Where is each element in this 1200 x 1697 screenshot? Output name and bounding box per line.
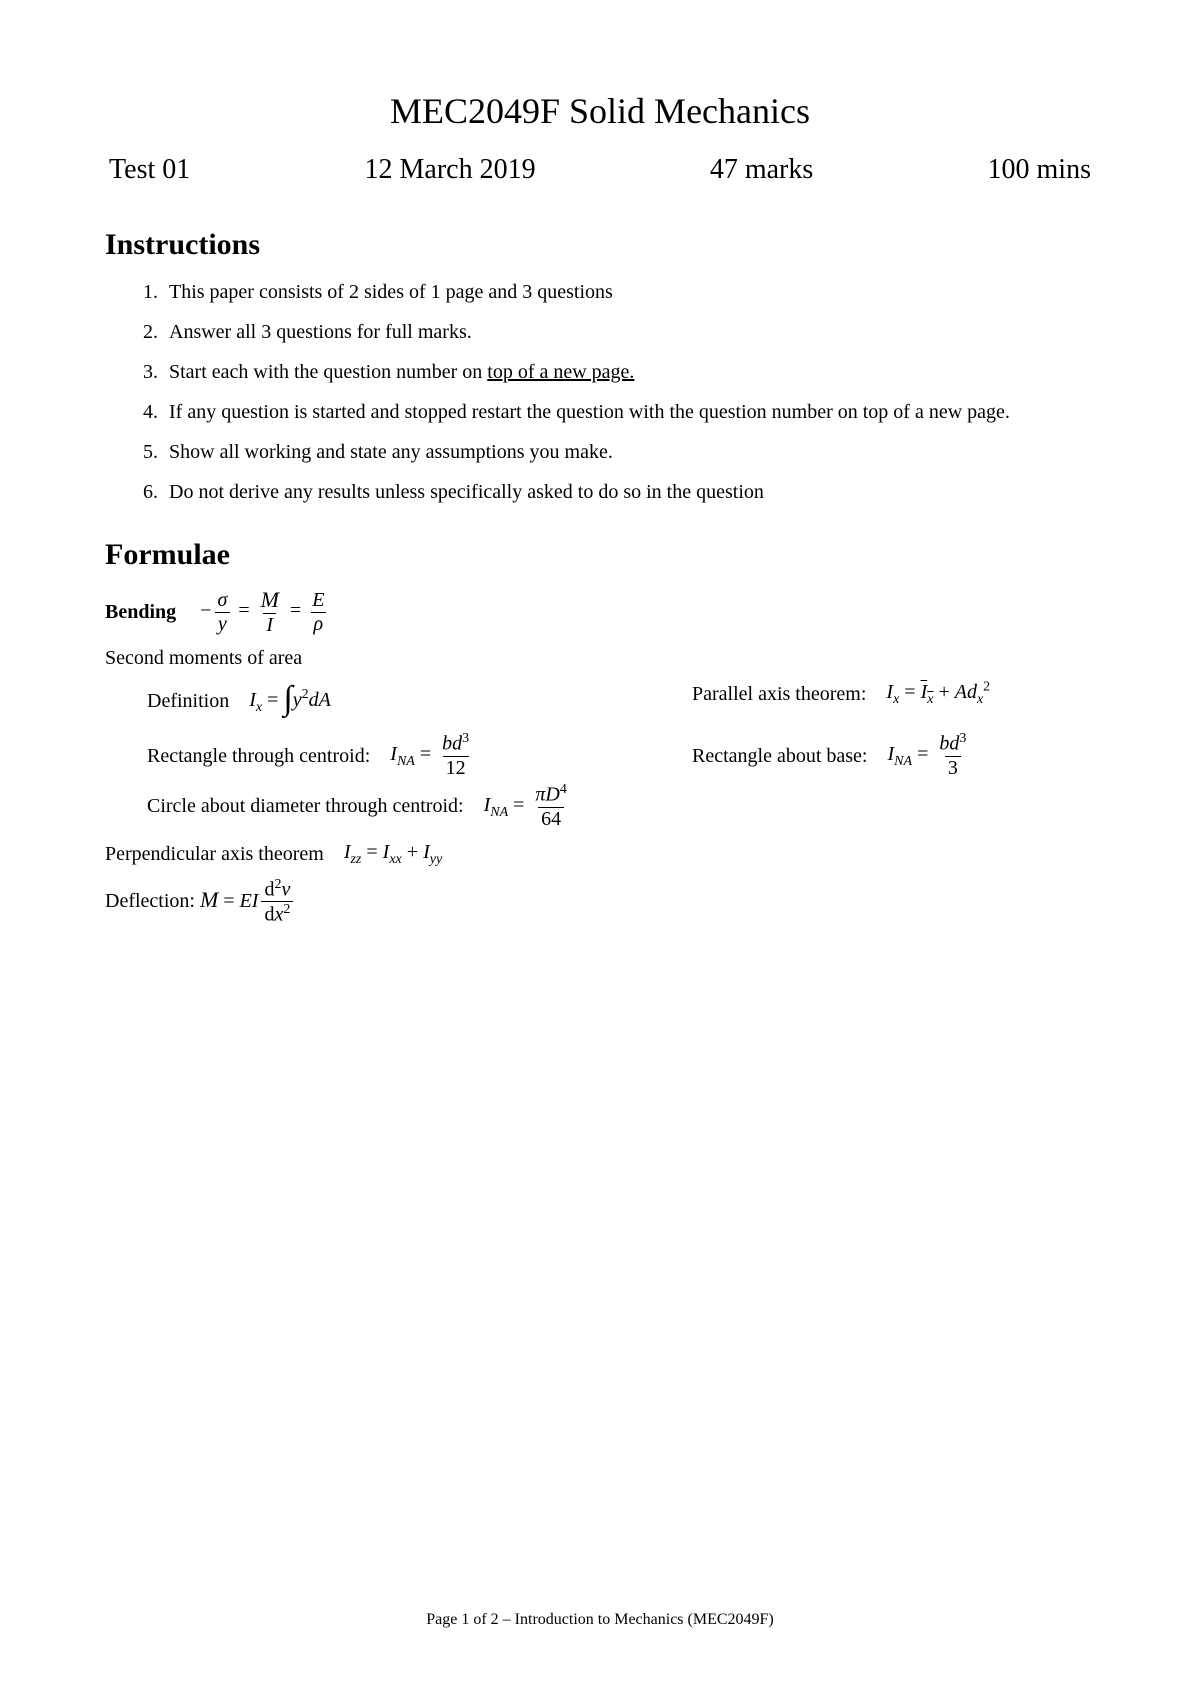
header-row: Test 01 12 March 2019 47 marks 100 mins xyxy=(105,154,1095,186)
instruction-item: Do not derive any results unless specifi… xyxy=(163,478,1095,506)
instruction-item: Show all working and state any assumptio… xyxy=(163,438,1095,466)
instructions-heading: Instructions xyxy=(105,228,1095,262)
formulae-body: Bending −σy = MI = Eρ Second moments of … xyxy=(105,588,1095,926)
instruction-item: Answer all 3 questions for full marks. xyxy=(163,318,1095,346)
test-marks: 47 marks xyxy=(710,154,813,186)
rect-base-formula: Rectangle about base: INA = bd33 xyxy=(692,732,1095,779)
second-moments-label: Second moments of area xyxy=(105,642,1095,674)
circle-formula: Circle about diameter through centroid: … xyxy=(147,783,1095,830)
bending-equation: −σy = MI = Eρ xyxy=(200,588,330,636)
test-number: Test 01 xyxy=(109,154,190,186)
rect-centroid-formula: Rectangle through centroid: INA = bd312 xyxy=(147,732,692,779)
instruction-item: Start each with the question number on t… xyxy=(163,358,1095,386)
instruction-item: This paper consists of 2 sides of 1 page… xyxy=(163,278,1095,306)
deflection-formula: Deflection: M = EId2vdx2 xyxy=(105,878,1095,926)
second-moments-block: Definition Ix = ∫y2dA Parallel axis theo… xyxy=(105,674,1095,830)
test-duration: 100 mins xyxy=(988,154,1091,186)
definition-formula: Definition Ix = ∫y2dA xyxy=(147,674,692,728)
instruction-item: If any question is started and stopped r… xyxy=(163,398,1095,426)
formulae-heading: Formulae xyxy=(105,538,1095,572)
instructions-list: This paper consists of 2 sides of 1 page… xyxy=(105,278,1095,506)
bending-label: Bending xyxy=(105,596,176,628)
course-title: MEC2049F Solid Mechanics xyxy=(105,90,1095,132)
parallel-axis-formula: Parallel axis theorem: Ix = Ix + Adx2 xyxy=(692,674,1095,714)
bending-formula: Bending −σy = MI = Eρ xyxy=(105,588,1095,636)
page-footer: Page 1 of 2 – Introduction to Mechanics … xyxy=(0,1611,1200,1629)
test-date: 12 March 2019 xyxy=(365,154,536,186)
perpendicular-axis-formula: Perpendicular axis theorem Izz = Ixx + I… xyxy=(105,834,1095,874)
